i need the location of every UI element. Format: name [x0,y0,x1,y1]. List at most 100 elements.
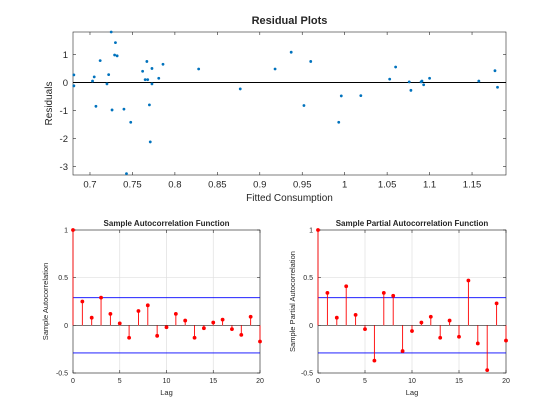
stem-marker [457,334,461,339]
stem-marker [183,318,188,323]
residual-point [161,62,165,66]
stem-marker [363,327,367,332]
residual-point [105,82,109,86]
stem-marker [155,333,160,338]
residual-point [143,78,147,82]
y-tick-label: -0.5 [56,370,68,377]
stem-marker [127,335,131,340]
x-tick-label: 10 [163,378,171,385]
residual-point [129,120,133,124]
residual-point [309,60,313,63]
x-tick-label: 0.85 [208,180,227,191]
residual-point [141,69,145,73]
stem-marker [71,228,75,232]
stem-marker [419,320,424,325]
x-tick-label: 20 [502,378,510,385]
stem-marker [89,315,94,320]
y-tick-label: 1 [309,227,313,234]
stem-marker [202,326,206,331]
residual-point [337,120,341,124]
residual-point [428,76,431,80]
stem-marker [145,303,150,308]
y-tick-label: -1 [60,106,68,117]
stem-marker [428,314,433,319]
residual-point [150,82,154,86]
residual-point [422,83,426,87]
stem-marker [438,335,443,340]
stem-marker [117,321,122,326]
residual-point [302,104,306,107]
residual-point [339,94,343,98]
y-tick-label: -2 [60,134,68,145]
stem-marker [504,338,508,343]
stem-marker [466,278,471,283]
stem-marker [391,293,396,298]
x-tick-label: 15 [209,378,217,385]
residual-point [420,79,424,83]
chart-title: Sample Partial Autocorrelation Function [336,219,489,228]
residual-point [115,54,119,58]
x-axis-label: Lag [160,388,173,397]
stem-marker [230,327,234,332]
x-tick-label: 0 [71,378,75,385]
stem-marker [220,317,225,322]
residual-point [394,65,398,69]
stem-marker [400,349,405,353]
residual-point [289,50,293,54]
stem-marker [334,315,339,320]
stem-marker [344,284,349,289]
residual-point [113,53,117,57]
residual-point [148,140,152,144]
residual-point [148,103,151,107]
stem-marker [173,311,178,316]
stem-marker [136,309,141,313]
stem-marker [494,301,499,306]
x-tick-label: 15 [455,378,463,385]
residual-point [72,73,76,77]
x-tick-label: 0 [316,378,320,385]
x-tick-label: 1.1 [423,180,436,191]
residual-point [496,85,499,89]
residual-point [388,77,392,81]
chart-title: Sample Autocorrelation Function [104,219,230,228]
stem-marker [80,299,85,304]
y-tick-label: 0.5 [58,275,68,282]
x-tick-label: 10 [408,378,416,385]
residual-point [197,67,201,71]
y-tick-label: 0 [309,323,313,330]
stem-marker [258,339,262,344]
stem-marker [353,312,358,317]
y-axis-label: Residuals [44,82,55,126]
residual-point [122,107,126,111]
residual-point [273,67,277,71]
residual-point [493,69,497,73]
x-tick-label: 20 [256,378,264,385]
stem-marker [164,325,169,330]
residual-point [150,67,154,70]
x-tick-label: 5 [118,378,122,385]
stem-marker [248,314,253,319]
y-axis-label: Sample Autocorrelation [41,263,50,341]
x-tick-label: 1.05 [378,180,397,191]
stem-marker [192,335,197,340]
residual-point [238,87,242,91]
x-axis-label: Lag [406,388,419,397]
y-tick-label: -3 [60,162,68,173]
x-tick-label: 1 [342,180,347,191]
y-tick-label: -0.5 [301,370,313,377]
stem-marker [485,368,490,373]
x-axis-label: Fitted Consumption [246,193,333,204]
y-axis-label: Sample Partial Autocorrelation [288,251,297,352]
y-tick-label: 0.5 [303,275,313,282]
residual-point [407,80,411,84]
residual-point [94,104,98,108]
residual-point [110,108,114,112]
x-tick-label: 1.15 [463,180,482,191]
axes-frame [72,31,507,176]
residual-point [359,94,363,98]
y-tick-label: 0 [64,323,68,330]
stem-marker [410,329,414,333]
residual-point [98,59,102,62]
